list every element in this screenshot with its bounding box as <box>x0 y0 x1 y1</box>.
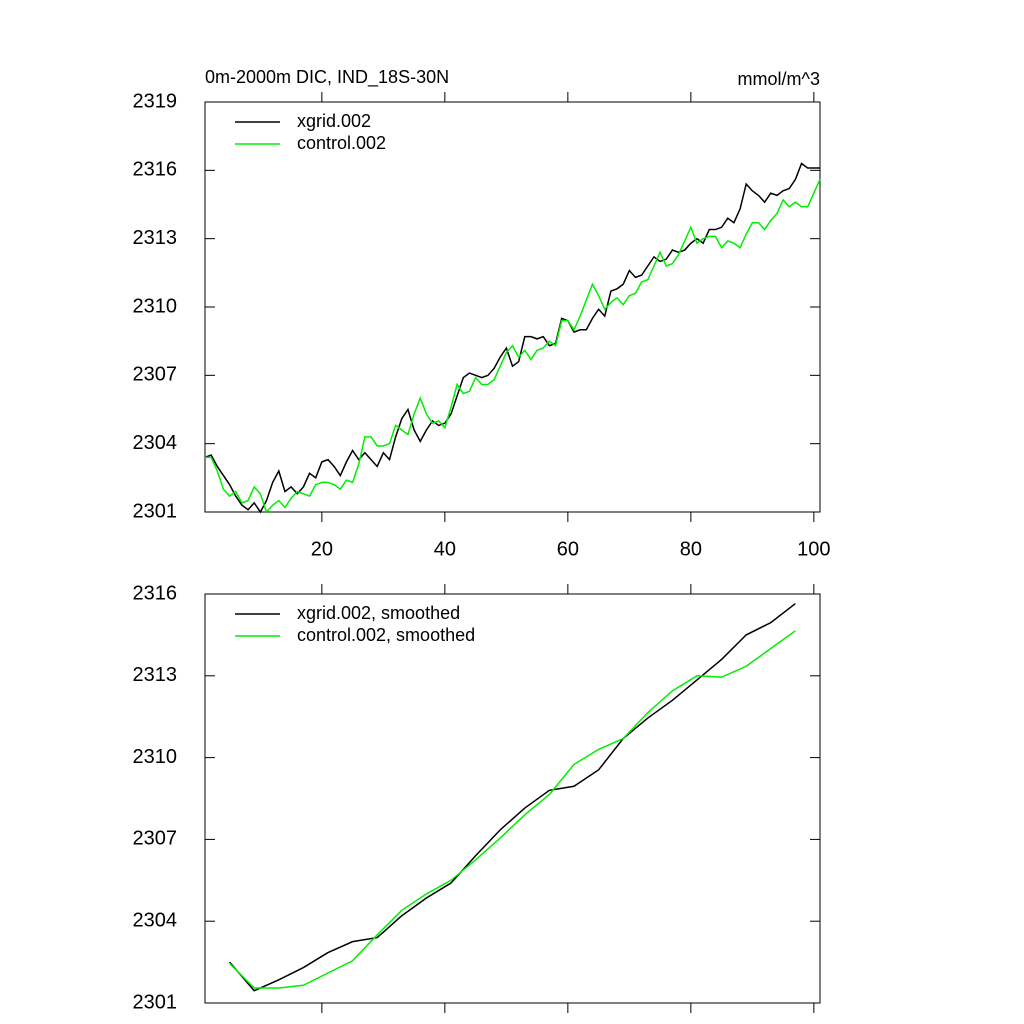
plot-frame <box>204 101 821 513</box>
y-tick-label: 2316 <box>133 159 178 181</box>
y-tick-label: 2304 <box>133 432 178 454</box>
legend-label: xgrid.002, smoothed <box>297 603 460 623</box>
y-tick-label: 2313 <box>133 227 178 249</box>
data-line <box>229 602 796 992</box>
y-tick-label: 2307 <box>133 828 178 850</box>
x-tick-label: 80 <box>680 538 702 560</box>
x-tick-label: 20 <box>311 538 333 560</box>
y-tick-label: 2319 <box>133 90 178 112</box>
y-tick-label: 2316 <box>133 582 178 604</box>
units-label: mmol/m^3 <box>738 69 820 89</box>
x-tick-label: 40 <box>434 538 456 560</box>
y-tick-label: 2310 <box>133 295 178 317</box>
x-tick-label: 60 <box>557 538 579 560</box>
y-tick-label: 2301 <box>133 500 178 522</box>
legend-label: control.002, smoothed <box>297 625 475 645</box>
legend-label: xgrid.002 <box>297 111 371 131</box>
y-tick-label: 2310 <box>133 746 178 768</box>
data-line <box>229 630 796 989</box>
plot-frame <box>204 593 821 1004</box>
chart-title: 0m-2000m DIC, IND_18S-30N <box>205 67 449 88</box>
y-tick-label: 2307 <box>133 364 178 386</box>
data-line <box>204 162 820 514</box>
legend-label: control.002 <box>297 133 386 153</box>
y-tick-label: 2304 <box>133 909 178 931</box>
y-tick-label: 2301 <box>133 991 178 1013</box>
data-line <box>205 179 821 514</box>
x-tick-label: 100 <box>797 538 830 560</box>
y-tick-label: 2313 <box>133 664 178 686</box>
